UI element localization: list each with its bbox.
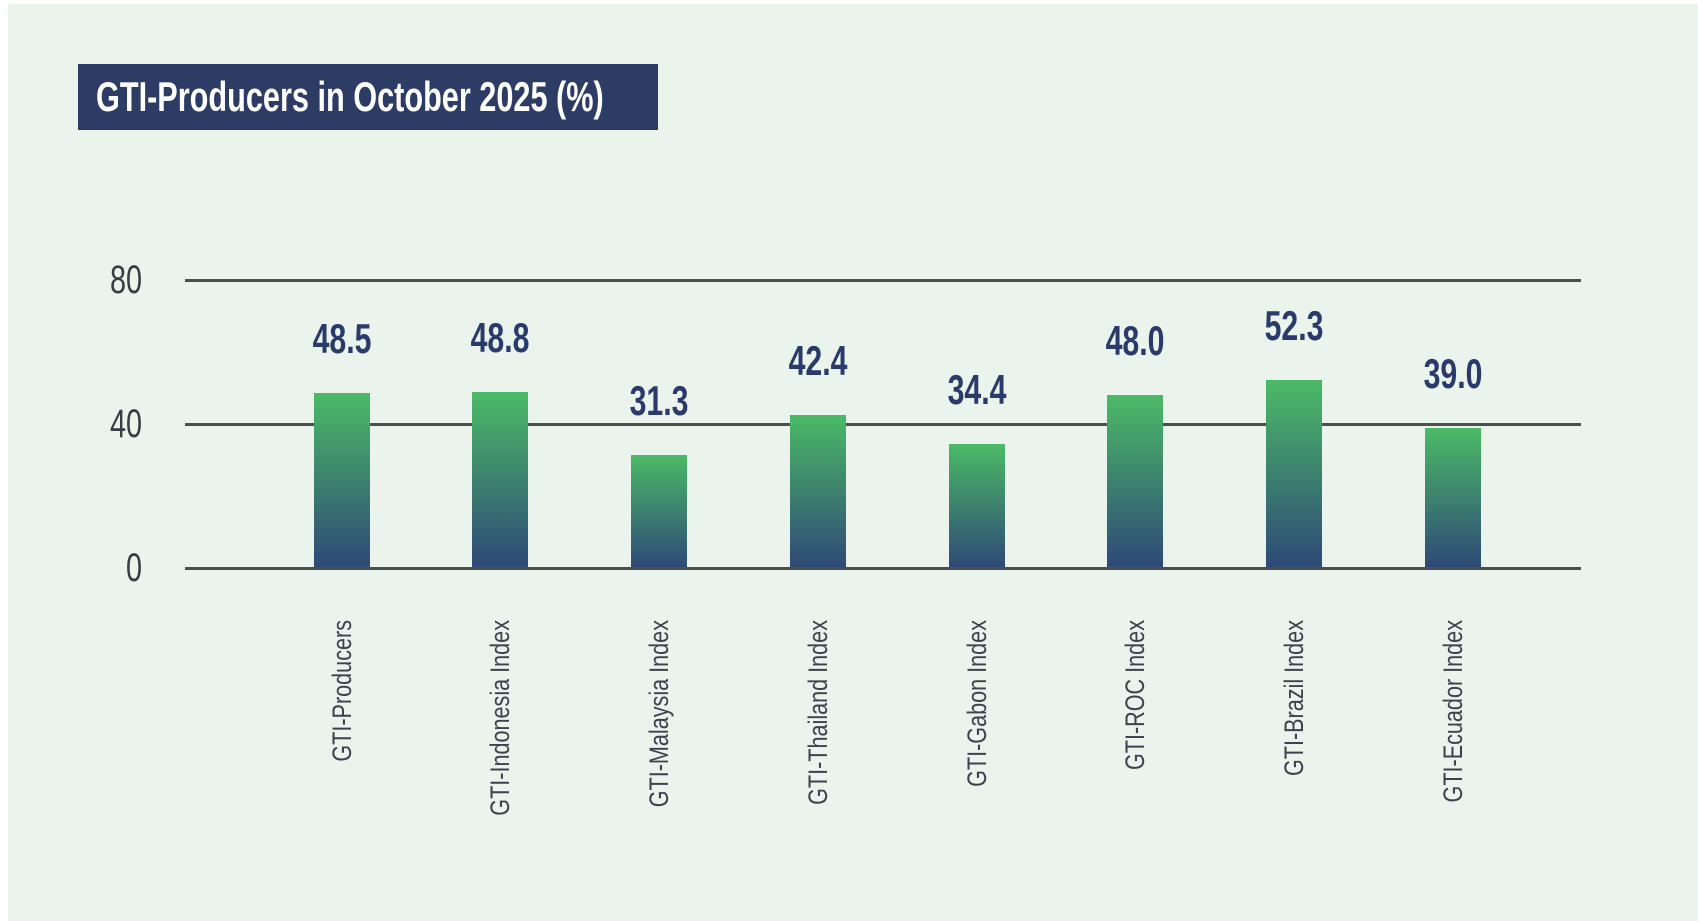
- bar: [631, 455, 687, 568]
- category-label: GTI-Brazil Index: [1279, 620, 1309, 777]
- bar-value-label: 52.3: [1264, 301, 1324, 349]
- gridline: [185, 422, 1581, 426]
- category-label: GTI-Ecuador Index: [1438, 620, 1468, 803]
- category-label: GTI-Indonesia Index: [485, 620, 515, 816]
- y-tick-label: 0: [125, 546, 142, 590]
- bar: [314, 393, 370, 568]
- bar: [790, 415, 846, 568]
- y-tick-label: 40: [109, 402, 142, 446]
- bar-value-label: 48.0: [1105, 317, 1165, 365]
- bar-value-label: 48.8: [470, 314, 530, 362]
- bar-value-label: 31.3: [629, 377, 689, 425]
- category-label: GTI-ROC Index: [1120, 620, 1150, 771]
- x-axis-line: [185, 566, 1581, 570]
- chart-title: GTI-Producers in October 2025 (%): [96, 73, 604, 120]
- category-label: GTI-Producers: [327, 620, 357, 762]
- bar: [1266, 379, 1322, 568]
- chart-title-box: GTI-Producers in October 2025 (%): [78, 64, 658, 130]
- bar-value-label: 48.5: [312, 315, 372, 363]
- bar-value-label: 34.4: [947, 366, 1007, 414]
- bar: [1425, 427, 1481, 568]
- category-label: GTI-Malaysia Index: [644, 620, 674, 808]
- category-label: GTI-Thailand Index: [803, 620, 833, 805]
- y-tick-label: 80: [109, 258, 142, 302]
- bar: [949, 444, 1005, 568]
- bar: [1107, 395, 1163, 568]
- bar: [472, 392, 528, 568]
- category-label: GTI-Gabon Index: [962, 620, 992, 787]
- plot-area: 0 40 80 48.5 GTI-Producers 48.8 GTI-Indonesia …: [8, 4, 1698, 921]
- chart-panel: GTI-Producers in October 2025 (%) 0 40 80 4…: [8, 4, 1698, 921]
- bar-value-label: 42.4: [788, 337, 848, 385]
- bar-value-label: 39.0: [1423, 349, 1483, 397]
- gridline: [185, 278, 1581, 282]
